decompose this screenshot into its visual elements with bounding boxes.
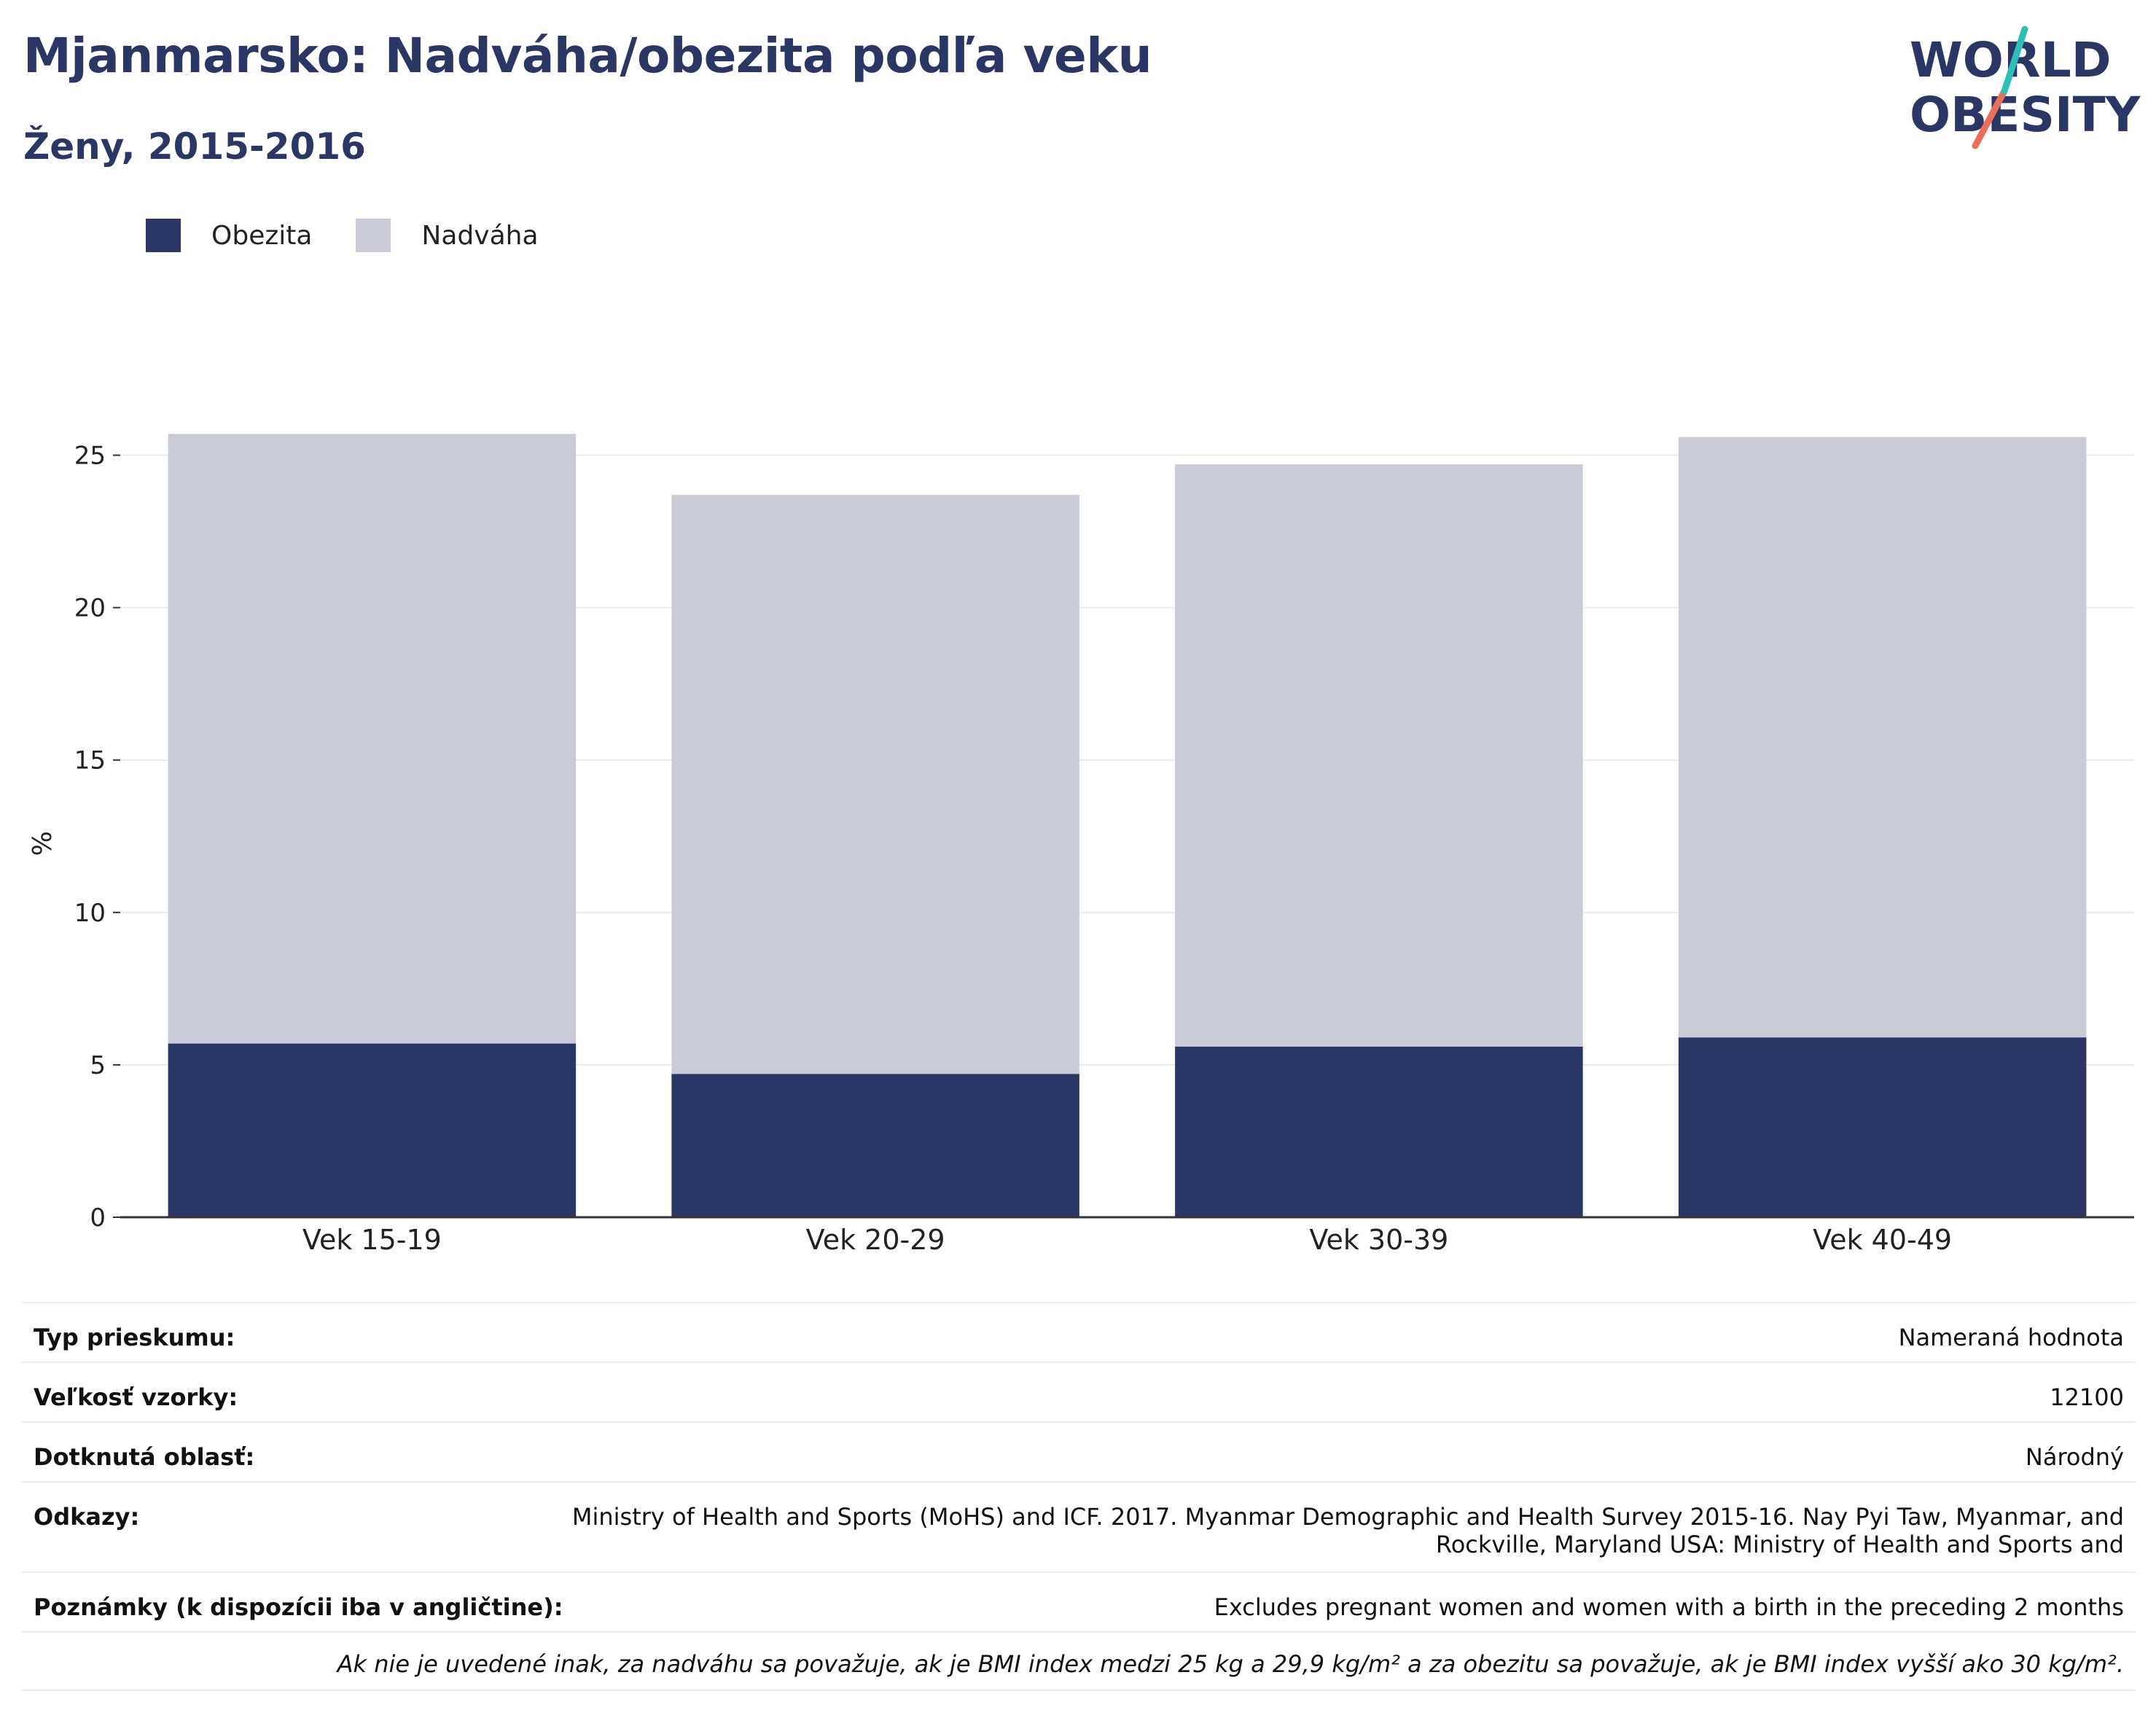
y-tick-label: 20 <box>74 594 106 623</box>
legend-item-overweight[interactable]: Nadváha <box>356 219 539 252</box>
y-tick-label: 0 <box>90 1203 106 1233</box>
bar-obesity <box>168 1043 577 1217</box>
x-tick-label: Vek 20-29 <box>806 1224 945 1256</box>
bar-overweight <box>671 494 1079 1074</box>
bar-obesity <box>1678 1037 2087 1217</box>
info-row-sample-size: Veľkosť vzorky: 12100 <box>22 1362 2136 1421</box>
world-obesity-logo: WORLD OBESITY <box>1910 26 2141 149</box>
footnote: Ak nie je uvedené inak, za nadváhu sa po… <box>22 1631 2136 1691</box>
info-value: 12100 <box>2050 1383 2124 1411</box>
info-row-notes: Poznámky (k dispozícii iba v angličtine)… <box>22 1571 2136 1631</box>
info-label: Poznámky (k dispozícii iba v angličtine)… <box>34 1593 563 1621</box>
y-tick-label: 15 <box>74 746 106 776</box>
logo-slash-lower <box>1972 87 2008 149</box>
y-tick-label: 25 <box>74 442 106 471</box>
legend-swatch-overweight <box>356 219 391 252</box>
logo-slash-upper <box>2001 26 2028 95</box>
legend: Obezita Nadváha <box>146 219 582 252</box>
info-table: Typ prieskumu: Nameraná hodnota Veľkosť … <box>22 1302 2136 1691</box>
chart-subtitle: Ženy, 2015-2016 <box>23 125 366 168</box>
y-axis-label: % <box>28 831 58 856</box>
legend-swatch-obesity <box>146 219 181 252</box>
x-tick-label: Vek 40-49 <box>1813 1224 1952 1256</box>
y-tick-label: 10 <box>74 899 106 928</box>
legend-label-overweight: Nadváha <box>421 220 539 251</box>
reference-line-1: Ministry of Health and Sports (MoHS) and… <box>571 1503 2124 1531</box>
info-value: Národný <box>2025 1443 2124 1471</box>
info-row-survey-type: Typ prieskumu: Nameraná hodnota <box>22 1302 2136 1362</box>
info-row-references: Odkazy: Ministry of Health and Sports (M… <box>22 1481 2136 1571</box>
bar-overweight <box>1678 437 2087 1038</box>
info-label: Typ prieskumu: <box>34 1324 235 1351</box>
x-tick-label: Vek 15-19 <box>302 1224 442 1256</box>
info-row-area: Dotknutá oblasť: Národný <box>22 1421 2136 1481</box>
info-value: Excludes pregnant women and women with a… <box>1214 1593 2124 1621</box>
legend-item-obesity[interactable]: Obezita <box>146 219 312 252</box>
info-label: Veľkosť vzorky: <box>34 1383 238 1411</box>
reference-line-2: Rockville, Maryland USA: Ministry of Hea… <box>1435 1531 2124 1558</box>
y-tick-label: 5 <box>90 1051 106 1080</box>
bar-overweight <box>1175 464 1583 1047</box>
bar-chart: 0 5 10 15 20 25% Vek 15-19 Vek 20-29 Vek 30-39 Ve… <box>28 434 2134 1256</box>
bar-obesity <box>671 1074 1079 1217</box>
legend-label-obesity: Obezita <box>211 220 313 251</box>
logo-line2: OBESITY <box>1910 87 2141 143</box>
x-tick-label: Vek 30-39 <box>1309 1224 1448 1256</box>
info-value: Nameraná hodnota <box>1898 1324 2124 1351</box>
bar-obesity <box>1175 1046 1583 1217</box>
info-label: Odkazy: <box>34 1503 140 1531</box>
chart-title: Mjanmarsko: Nadváha/obezita podľa veku <box>23 28 1152 84</box>
info-label: Dotknutá oblasť: <box>34 1443 255 1471</box>
bar-overweight <box>168 434 577 1044</box>
info-value: Ministry of Health and Sports (MoHS) and… <box>572 1503 2136 1558</box>
